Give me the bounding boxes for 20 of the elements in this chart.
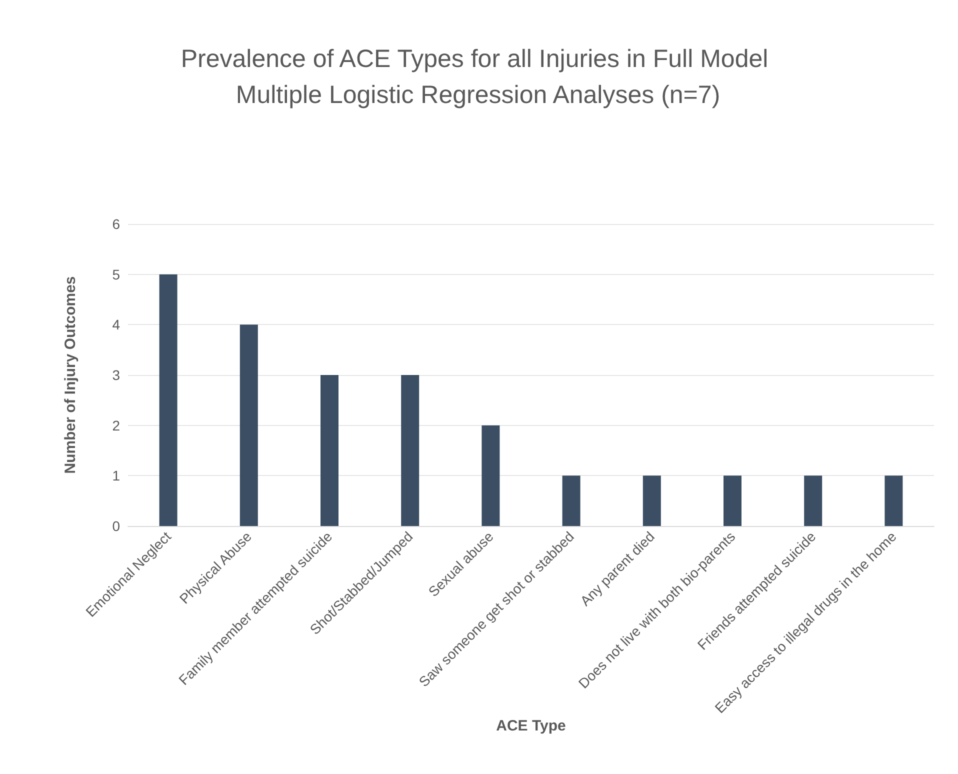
chart-title: Prevalence of ACE Types for all Injuries in Full Model Multiple Logistic Regression Analyses (n=7): [180, 45, 776, 109]
bar: [562, 476, 580, 526]
y-tick-label: 3: [112, 367, 120, 383]
bar: [320, 375, 338, 526]
bar: [240, 324, 258, 526]
y-tick-label: 1: [112, 468, 120, 484]
y-tick-label: 6: [112, 216, 120, 232]
y-tick-label: 0: [112, 518, 120, 534]
y-axis-title: Number of Injury Outcomes: [62, 276, 79, 474]
bar: [159, 274, 178, 526]
bar: [401, 375, 420, 526]
bar: [804, 476, 822, 526]
y-tick-label: 2: [112, 417, 120, 434]
y-tick-label: 5: [112, 266, 120, 282]
bar: [724, 476, 742, 526]
bar: [642, 476, 661, 526]
bar: [884, 476, 903, 526]
y-tick-label: 4: [112, 316, 120, 333]
x-axis-title: ACE Type: [496, 718, 566, 735]
bar: [482, 425, 500, 526]
